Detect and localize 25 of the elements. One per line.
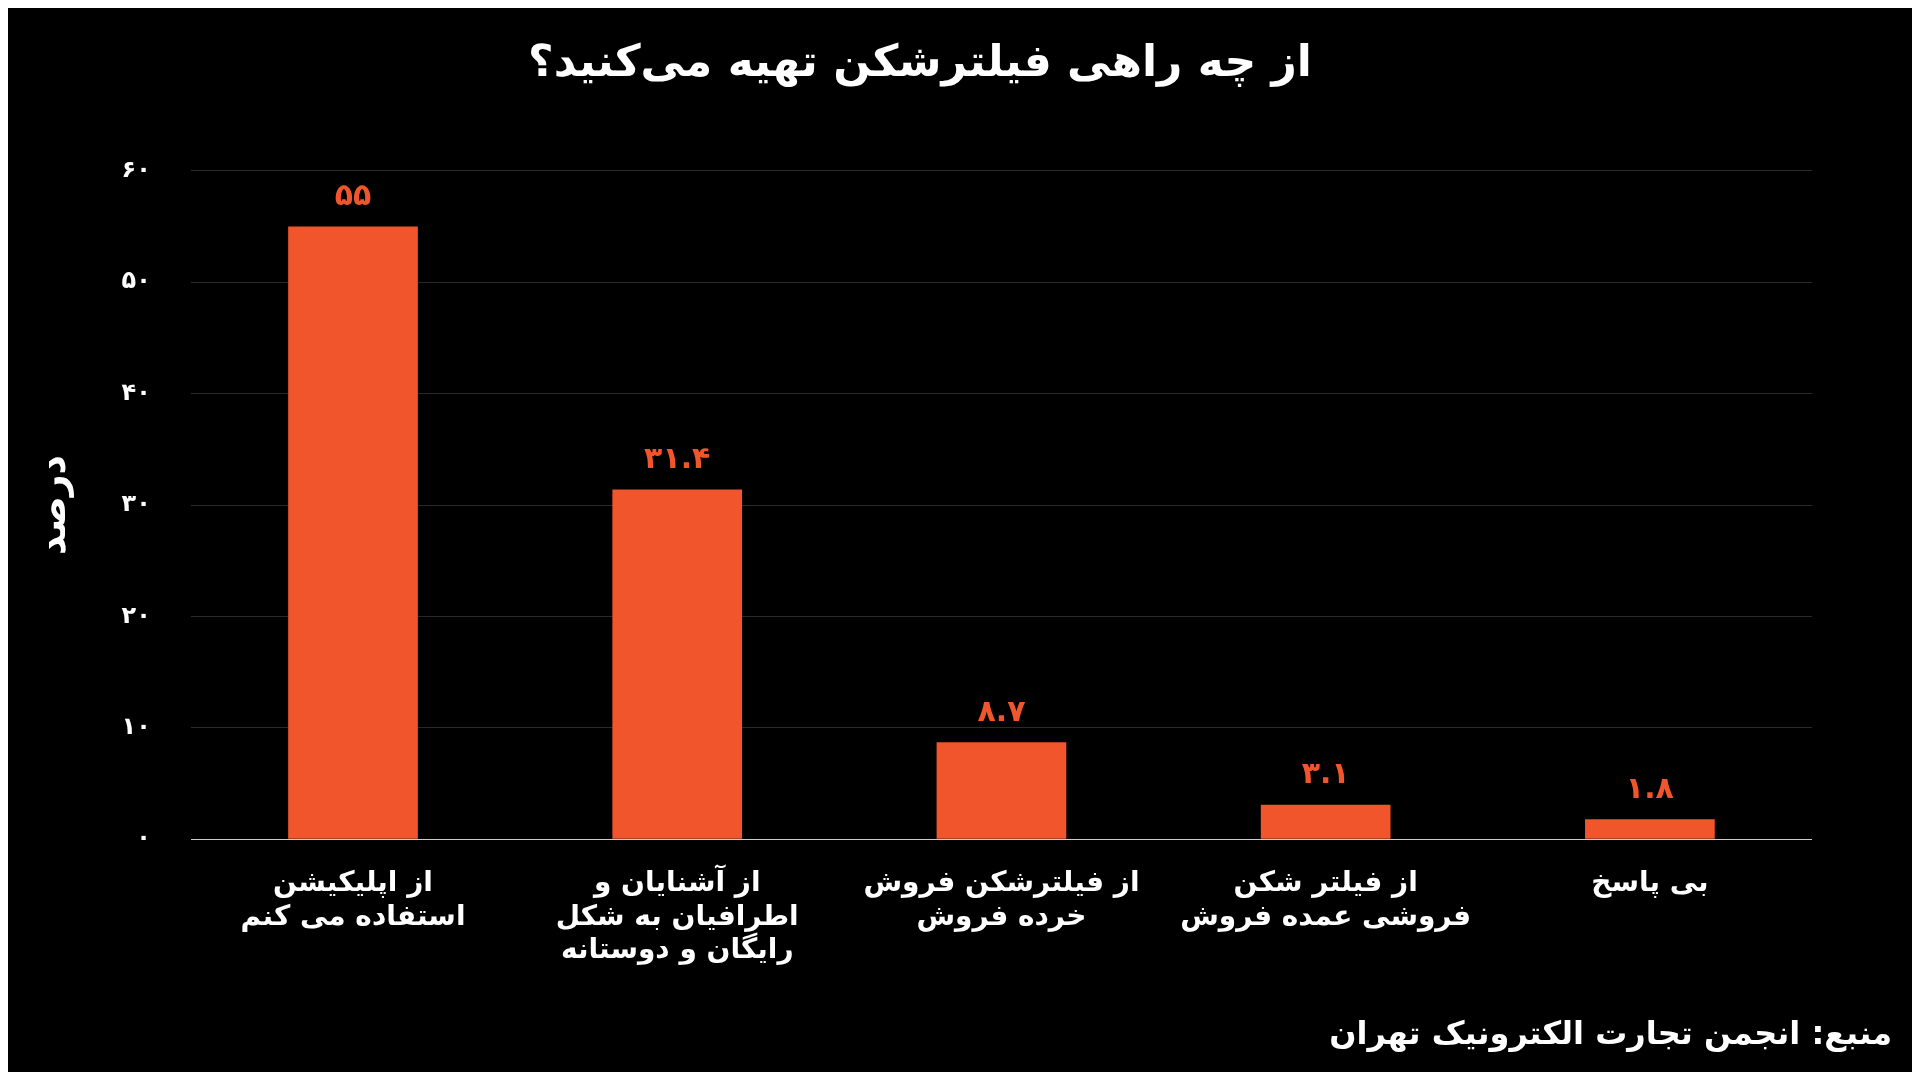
bar xyxy=(612,489,743,839)
data-label: ۵۵ xyxy=(334,177,372,213)
y-tick-label: ۶۰ xyxy=(121,155,151,184)
data-label: ۳.۱ xyxy=(1301,755,1350,791)
y-tick-label: ۴۰ xyxy=(121,377,151,406)
x-tick-label: از آشنایان و اطرافیان به شکل رایگان و دوستانه xyxy=(555,864,799,966)
y-axis-title: درصد xyxy=(29,454,74,556)
x-tick-label: از فیلترشکن فروش خرده فروش xyxy=(863,865,1140,932)
y-tick-label: ۱۰ xyxy=(121,712,151,741)
bar xyxy=(1585,819,1715,839)
bar xyxy=(288,226,418,839)
chart-title: از چه راهی فیلترشکن تهیه می‌کنید؟ xyxy=(528,34,1312,87)
data-label: ۳۱.۴ xyxy=(644,440,711,476)
y-tick-label: ۳۰ xyxy=(121,489,151,518)
x-tick-label: بی پاسخ xyxy=(1591,865,1709,899)
bar xyxy=(936,742,1067,839)
x-tick-label: از اپلیکیشن استفاده می کنم xyxy=(240,865,466,932)
data-label: ۱.۸ xyxy=(1625,769,1674,805)
data-label: ۸.۷ xyxy=(977,693,1026,729)
y-tick-label: ۰ xyxy=(136,823,151,852)
y-tick-label: ۵۰ xyxy=(121,266,151,295)
text: منبع: انجمن تجارت الکترونیک تهران xyxy=(1329,1014,1892,1052)
bar xyxy=(1260,804,1391,839)
y-tick-label: ۲۰ xyxy=(121,600,151,629)
x-tick-label: از فیلتر شکن فروشی عمده فروش xyxy=(1180,865,1472,932)
